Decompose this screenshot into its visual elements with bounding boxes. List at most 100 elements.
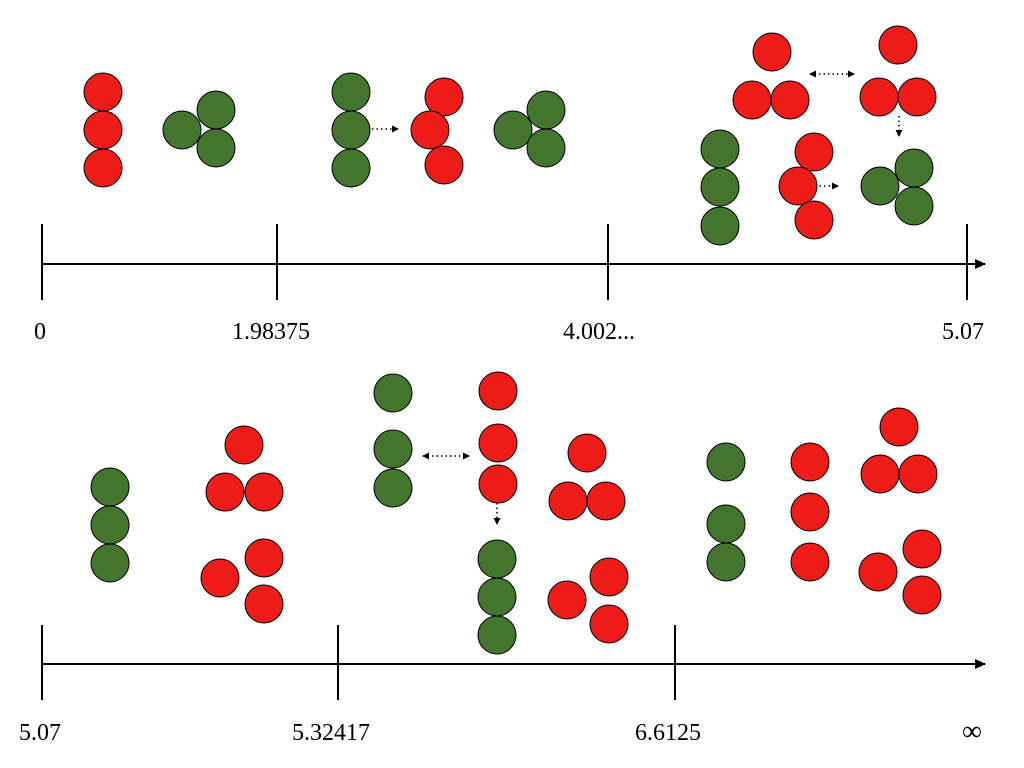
red-cluster bbox=[478, 371, 518, 504]
transition-arrows bbox=[372, 70, 903, 525]
red-circle bbox=[794, 200, 834, 240]
red-circle bbox=[478, 464, 518, 504]
red-cluster bbox=[548, 433, 626, 521]
red-circle bbox=[244, 538, 284, 578]
red-circle bbox=[424, 145, 464, 185]
green-circle bbox=[196, 128, 236, 168]
red-circle bbox=[790, 542, 830, 582]
red-cluster bbox=[547, 557, 629, 644]
red-circle bbox=[778, 166, 818, 206]
green-circle bbox=[700, 167, 740, 207]
lower-axis: 5.07 5.32417 6.6125 ∞ bbox=[19, 625, 986, 747]
green-circle bbox=[700, 129, 740, 169]
green-cluster bbox=[373, 373, 413, 508]
green-circle bbox=[373, 429, 413, 469]
green-cluster bbox=[477, 539, 517, 655]
green-circle bbox=[90, 505, 130, 545]
red-cluster bbox=[83, 72, 123, 188]
green-circle bbox=[90, 543, 130, 583]
red-circle bbox=[752, 32, 792, 72]
red-circle bbox=[244, 472, 284, 512]
green-circle bbox=[162, 110, 202, 150]
lower-tick-label-1: 5.32417 bbox=[292, 720, 370, 746]
red-circle bbox=[567, 433, 607, 473]
green-cluster bbox=[700, 129, 740, 246]
green-circle bbox=[860, 166, 900, 206]
red-cluster bbox=[732, 32, 810, 120]
red-circle bbox=[790, 442, 830, 482]
green-cluster bbox=[162, 90, 236, 168]
upper-axis: 0 1.98375 4.002... 5.07 bbox=[34, 224, 986, 345]
green-circle bbox=[196, 90, 236, 130]
red-circle bbox=[83, 110, 123, 150]
red-circle bbox=[244, 584, 284, 624]
green-circle bbox=[700, 206, 740, 246]
red-cluster bbox=[859, 25, 937, 117]
red-cluster bbox=[858, 529, 942, 615]
lower-tick-label-0: 5.07 bbox=[19, 720, 61, 746]
red-circle bbox=[879, 407, 919, 447]
green-circle bbox=[706, 504, 746, 544]
red-circle bbox=[790, 492, 830, 532]
green-circle bbox=[894, 186, 934, 226]
red-circle bbox=[898, 454, 938, 494]
red-circle bbox=[897, 77, 937, 117]
red-cluster bbox=[860, 407, 938, 494]
red-circle bbox=[205, 472, 245, 512]
green-circle bbox=[477, 577, 517, 617]
red-circle bbox=[902, 529, 942, 569]
upper-tick-label-0: 0 bbox=[34, 319, 46, 345]
green-cluster bbox=[90, 467, 130, 583]
upper-tick-label-2: 4.002... bbox=[563, 319, 635, 345]
red-circle bbox=[200, 558, 240, 598]
red-circle bbox=[224, 425, 264, 465]
red-circle bbox=[794, 132, 834, 172]
green-circle bbox=[477, 615, 517, 655]
red-circle bbox=[589, 557, 629, 597]
red-circle bbox=[770, 80, 810, 120]
red-circle bbox=[586, 481, 626, 521]
red-circle bbox=[548, 481, 588, 521]
red-circle bbox=[547, 580, 587, 620]
green-circle bbox=[331, 72, 371, 112]
upper-tick-label-3: 5.07 bbox=[942, 319, 984, 345]
red-circle bbox=[878, 25, 918, 65]
red-cluster bbox=[778, 132, 834, 240]
red-circle bbox=[860, 454, 900, 494]
green-circle bbox=[373, 373, 413, 413]
green-circle bbox=[331, 148, 371, 188]
green-circle bbox=[90, 467, 130, 507]
green-circle bbox=[894, 148, 934, 188]
green-circle bbox=[526, 90, 566, 130]
red-circle bbox=[478, 371, 518, 411]
red-circle bbox=[732, 80, 772, 120]
red-circle bbox=[589, 604, 629, 644]
red-circle bbox=[424, 77, 464, 117]
red-circle bbox=[410, 110, 450, 150]
green-cluster bbox=[860, 148, 934, 226]
green-circle bbox=[526, 128, 566, 168]
green-circle bbox=[706, 542, 746, 582]
lower-tick-label-3: ∞ bbox=[962, 716, 982, 747]
green-circle bbox=[477, 539, 517, 579]
red-cluster bbox=[790, 442, 830, 582]
red-circle bbox=[858, 552, 898, 592]
green-circle bbox=[493, 110, 533, 150]
green-circle bbox=[331, 110, 371, 150]
red-circle bbox=[478, 423, 518, 463]
upper-tick-label-1: 1.98375 bbox=[232, 319, 310, 345]
circle-clusters bbox=[83, 25, 942, 655]
green-circle bbox=[373, 468, 413, 508]
green-cluster bbox=[706, 442, 746, 582]
red-circle bbox=[83, 148, 123, 188]
green-cluster bbox=[493, 90, 566, 168]
red-cluster bbox=[410, 77, 464, 185]
red-circle bbox=[83, 72, 123, 112]
green-cluster bbox=[331, 72, 371, 188]
red-cluster bbox=[200, 538, 284, 624]
green-circle bbox=[706, 442, 746, 482]
red-cluster bbox=[205, 425, 284, 512]
red-circle bbox=[902, 575, 942, 615]
red-circle bbox=[859, 77, 899, 117]
